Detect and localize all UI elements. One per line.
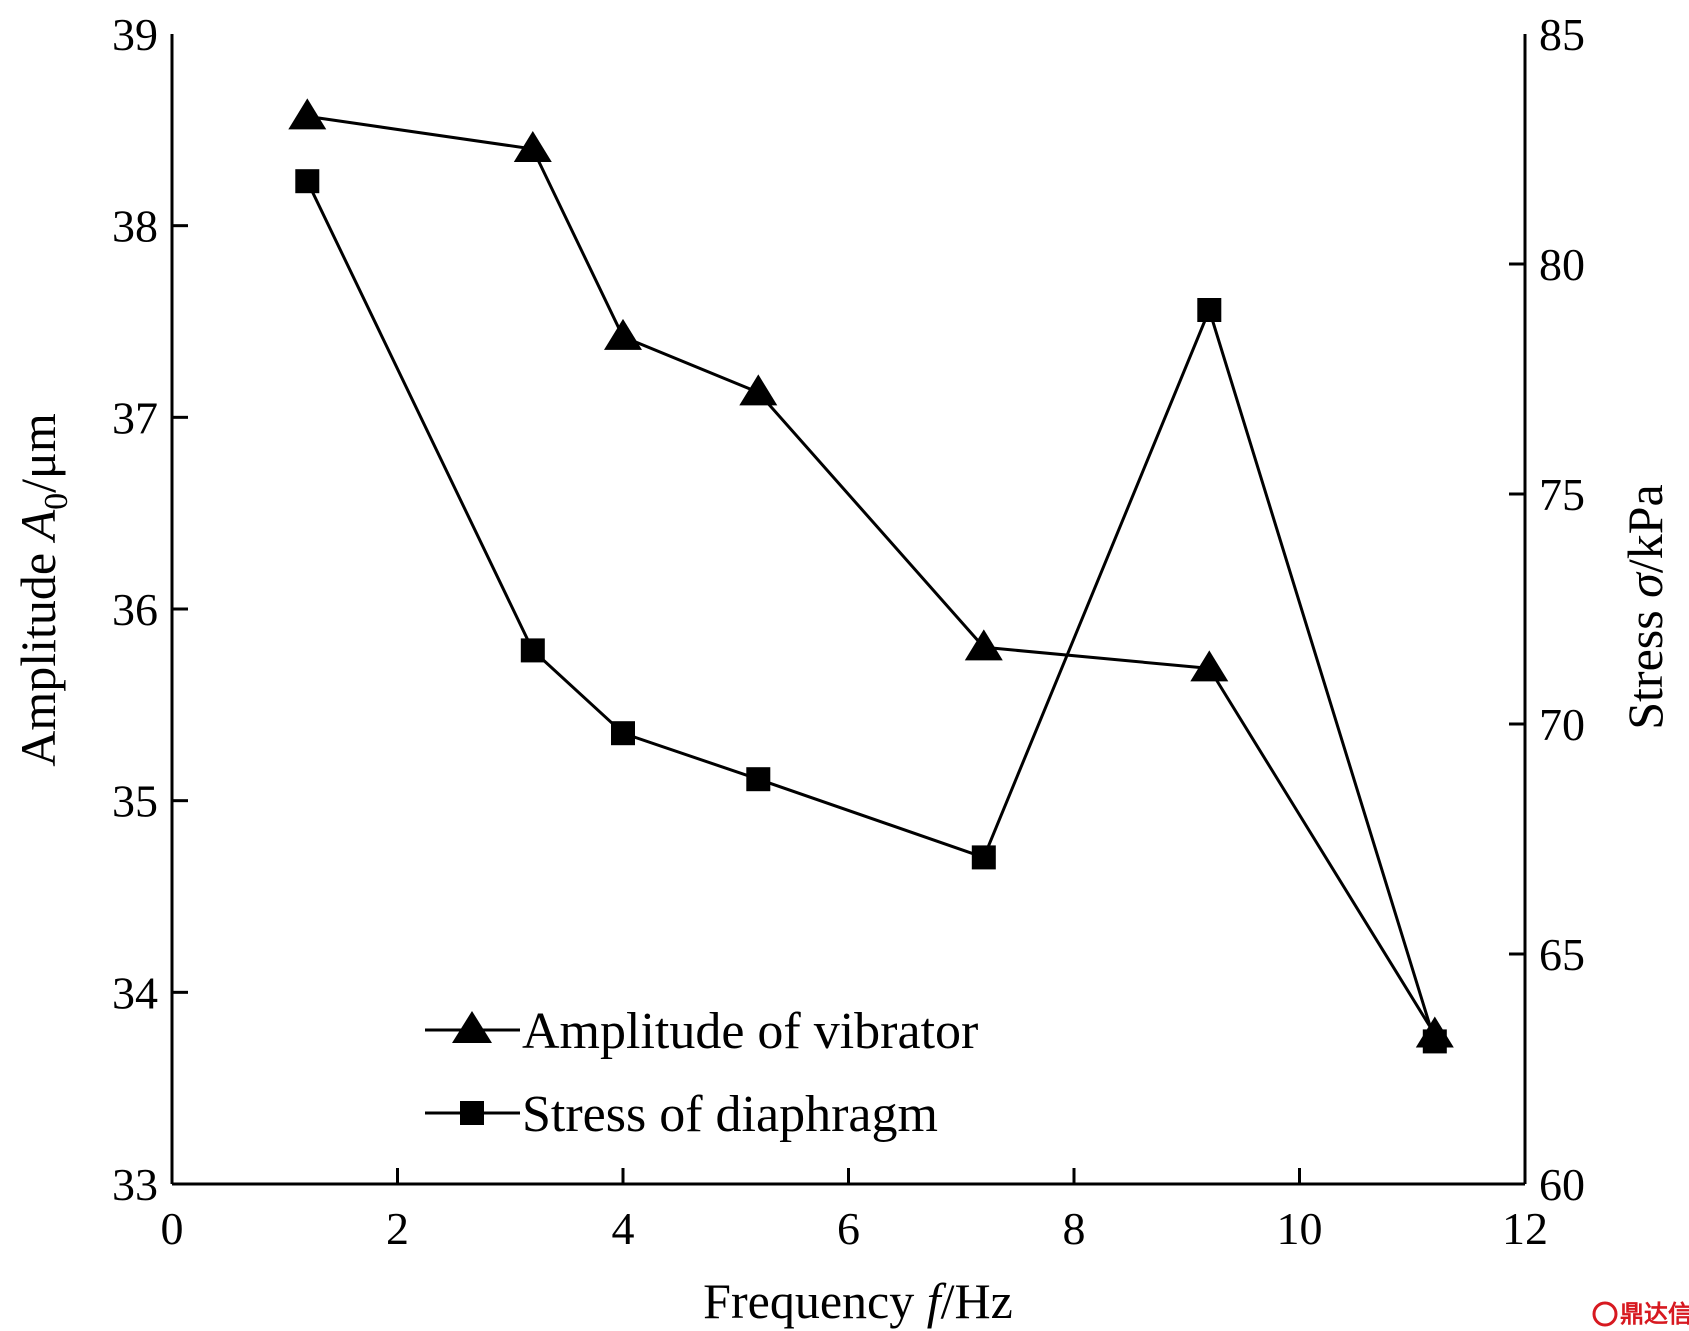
- legend: Amplitude of vibrator Stress of diaphrag…: [425, 1003, 978, 1143]
- series-line-stress: [305, 180, 1437, 1042]
- data-point-triangle: [513, 131, 552, 162]
- legend-item-amplitude: Amplitude of vibrator: [425, 1003, 978, 1060]
- right-y-tick-label: 85: [1539, 9, 1585, 60]
- left-y-tick-label: 37: [112, 392, 158, 443]
- right-y-tick-label: 70: [1539, 699, 1585, 750]
- left-y-tick-label: 35: [112, 776, 158, 827]
- data-point-square: [1422, 1029, 1447, 1054]
- x-tick-label: 8: [1063, 1203, 1086, 1254]
- right-y-axis-title: Stress σ/kPa: [1617, 484, 1673, 730]
- legend-item-stress: Stress of diaphragm: [425, 1086, 938, 1143]
- x-tick-label: 10: [1277, 1203, 1323, 1254]
- x-tick-label: 12: [1502, 1203, 1548, 1254]
- right-y-tick-label: 80: [1539, 239, 1585, 290]
- legend-label-amplitude: Amplitude of vibrator: [522, 1003, 978, 1060]
- watermark-text: 鼎达信: [1620, 1300, 1689, 1328]
- data-point-square: [295, 169, 320, 194]
- watermark: 鼎达信: [1592, 1300, 1689, 1328]
- left-y-axis-ticks: 33 34 35 36 37 38 39: [112, 9, 188, 1210]
- right-y-tick-label: 60: [1539, 1159, 1585, 1210]
- series-amplitude: [288, 98, 1454, 1048]
- data-point-triangle: [288, 98, 327, 130]
- data-point-square: [520, 638, 545, 663]
- data-point-triangle: [739, 374, 778, 406]
- x-axis-title: Frequency f/Hz: [703, 1273, 1013, 1329]
- left-y-axis-title: Amplitude A0/μm: [10, 413, 75, 767]
- legend-square-marker: [460, 1101, 484, 1125]
- right-y-tick-label: 65: [1539, 929, 1585, 980]
- data-point-triangle: [604, 318, 642, 350]
- data-point-triangle: [964, 629, 1003, 661]
- x-tick-label: 2: [386, 1203, 409, 1254]
- x-tick-label: 0: [161, 1203, 184, 1254]
- left-y-tick-label: 36: [112, 584, 158, 635]
- data-point-square: [971, 845, 996, 870]
- data-point-square: [1197, 298, 1222, 322]
- series-layer: [288, 98, 1454, 1054]
- x-axis-ticks: 0 2 4 6 8 10 12: [161, 1168, 1548, 1254]
- x-tick-label: 4: [612, 1203, 635, 1254]
- right-y-axis-ticks: 60 65 70 75 80 85: [1509, 9, 1585, 1210]
- legend-triangle-marker: [452, 1011, 492, 1043]
- x-tick-label: 6: [837, 1203, 860, 1254]
- data-point-square: [746, 767, 771, 792]
- legend-label-stress: Stress of diaphragm: [522, 1086, 938, 1143]
- data-point-square: [611, 721, 635, 746]
- left-y-tick-label: 39: [112, 9, 158, 60]
- series-line-amplitude: [307, 114, 1437, 1036]
- left-y-tick-label: 38: [112, 201, 158, 252]
- data-point-triangle: [1190, 650, 1229, 682]
- left-y-tick-label: 34: [112, 967, 158, 1018]
- watermark-logo-icon: [1592, 1301, 1618, 1327]
- right-y-tick-label: 75: [1539, 469, 1585, 520]
- left-y-tick-label: 33: [112, 1159, 158, 1210]
- series-stress: [295, 169, 1447, 1054]
